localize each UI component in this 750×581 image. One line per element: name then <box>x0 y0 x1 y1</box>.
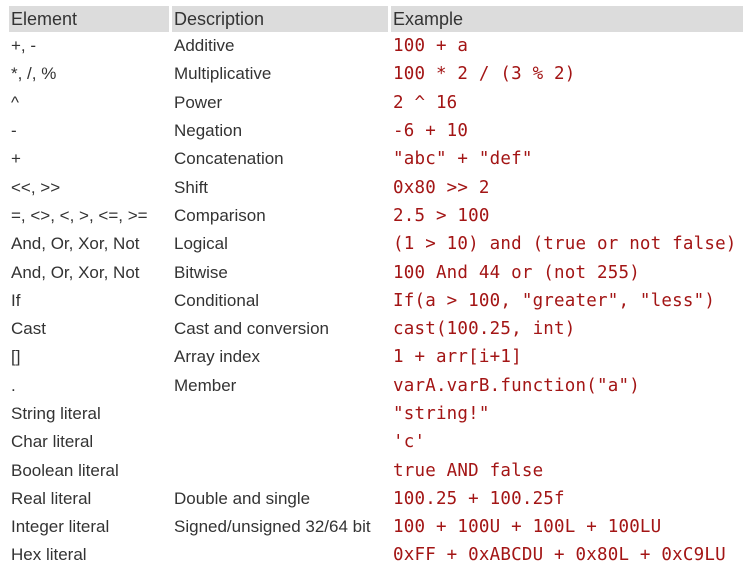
cell-description: Member <box>174 375 237 395</box>
cell-example: 2 ^ 16 <box>393 92 458 113</box>
cell-element: If <box>11 290 21 310</box>
cell-example: If(a > 100, "greater", "less") <box>393 290 716 311</box>
cell-example: -6 + 10 <box>393 121 469 142</box>
cell-description: Double and single <box>174 488 311 508</box>
header-element: Element <box>9 6 169 32</box>
cell-description: Negation <box>174 121 243 141</box>
table-row: <<, >> Shift 0x80 >> 2 <box>9 173 743 201</box>
cell-description: Cast and conversion <box>174 319 329 339</box>
cell-description: Shift <box>174 177 209 197</box>
cell-description: Additive <box>174 36 235 56</box>
cell-example: 100 * 2 / (3 % 2) <box>393 64 576 85</box>
table-row: =, <>, <, >, <=, >= Comparison 2.5 > 100 <box>9 202 743 230</box>
cell-description <box>172 428 388 456</box>
cell-example: 2.5 > 100 <box>393 205 490 226</box>
cell-example: cast(100.25, int) <box>393 319 576 340</box>
cell-element: . <box>11 375 16 395</box>
cell-element: =, <>, <, >, <=, >= <box>11 205 148 225</box>
cell-element: Hex literal <box>11 545 87 565</box>
table-row: And, Or, Xor, Not Bitwise 100 And 44 or (n… <box>9 258 743 286</box>
header-example: Example <box>391 6 743 32</box>
cell-description <box>172 400 388 428</box>
cell-element: Boolean literal <box>11 460 119 480</box>
cell-description: Multiplicative <box>174 64 272 84</box>
cell-example: 100 And 44 or (not 255) <box>393 262 640 283</box>
cell-element: + <box>11 149 21 169</box>
cell-element: - <box>11 121 17 141</box>
table-row: - Negation -6 + 10 <box>9 117 743 145</box>
cell-description: Conditional <box>174 290 260 310</box>
cell-example: "abc" + "def" <box>393 149 533 170</box>
table-row: . Member varA.varB.function("a") <box>9 372 743 400</box>
cell-description: Comparison <box>174 205 266 225</box>
cell-description <box>172 456 388 484</box>
cell-element: And, Or, Xor, Not <box>11 262 140 282</box>
cell-element: Cast <box>11 319 46 339</box>
cell-example: 0x80 >> 2 <box>393 177 490 198</box>
table-row: Boolean literal true AND false <box>9 456 743 484</box>
cell-element: Integer literal <box>11 517 110 537</box>
cell-example: (1 > 10) and (true or not false) <box>393 234 737 255</box>
cell-element: Char literal <box>11 432 94 452</box>
cell-description: Concatenation <box>174 149 284 169</box>
table-row: [] Array index 1 + arr[i+1] <box>9 343 743 371</box>
table-row: Real literal Double and single 100.25 + 10… <box>9 485 743 513</box>
cell-description: Power <box>174 92 223 112</box>
table-row: Char literal 'c' <box>9 428 743 456</box>
table-row: +, - Additive 100 + a <box>9 32 743 60</box>
header-description: Description <box>172 6 388 32</box>
cell-example: 100 + a <box>393 36 469 57</box>
cell-element: +, - <box>11 36 37 56</box>
table-row: *, /, % Multiplicative 100 * 2 / (3 % 2) <box>9 60 743 88</box>
cell-example: 1 + arr[i+1] <box>393 347 522 368</box>
cell-element: And, Or, Xor, Not <box>11 234 140 254</box>
cell-description: Logical <box>174 234 228 254</box>
cell-description: Signed/unsigned 32/64 bit <box>174 517 371 537</box>
cell-element: [] <box>11 347 21 367</box>
cell-description: Bitwise <box>174 262 228 282</box>
cell-example: varA.varB.function("a") <box>393 375 640 396</box>
cell-element: *, /, % <box>11 64 57 84</box>
cell-element: String literal <box>11 404 101 423</box>
cell-description <box>172 541 388 569</box>
cell-example: 100.25 + 100.25f <box>393 488 565 509</box>
table-header: Element Description Example <box>9 6 743 32</box>
table-row: If Conditional If(a > 100, "greater", "les… <box>9 287 743 315</box>
cell-element: <<, >> <box>11 177 61 197</box>
table-row: + Concatenation "abc" + "def" <box>9 145 743 173</box>
table-row: Hex literal 0xFF + 0xABCDU + 0x80L + 0xC9… <box>9 541 743 569</box>
table-row: String literal "string!" <box>9 400 743 428</box>
table-row: Cast Cast and conversion cast(100.25, int) <box>9 315 743 343</box>
cell-element: ^ <box>11 92 19 112</box>
table-row: And, Or, Xor, Not Logical (1 > 10) and (tr… <box>9 230 743 258</box>
operators-table: Element Description Example +, - Additive… <box>6 6 746 570</box>
table-row: ^ Power 2 ^ 16 <box>9 89 743 117</box>
cell-example: true AND false <box>393 460 544 481</box>
cell-element: Real literal <box>11 488 92 508</box>
cell-example: "string!" <box>393 404 490 424</box>
cell-example: 'c' <box>393 432 426 453</box>
cell-description: Array index <box>174 347 260 367</box>
cell-example: 100 + 100U + 100L + 100LU <box>393 517 662 538</box>
table-row: Integer literal Signed/unsigned 32/64 bit… <box>9 513 743 541</box>
cell-example: 0xFF + 0xABCDU + 0x80L + 0xC9LU <box>393 545 726 566</box>
